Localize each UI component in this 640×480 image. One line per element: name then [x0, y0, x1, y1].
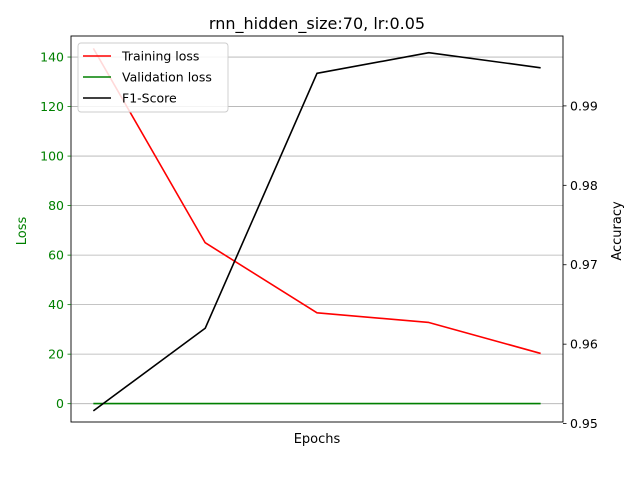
y-axis-right-label: Accuracy — [610, 201, 625, 261]
x-axis-label: Epochs — [294, 432, 341, 447]
ticks: 0 20 40 60 80 100 120 140 0.95 0.96 0.97 0.98 0.99 — [40, 50, 598, 432]
y-right-tick-label: 0.98 — [570, 178, 598, 193]
series-lines — [92, 47, 541, 412]
y-left-tick-label: 60 — [48, 248, 64, 263]
y-axis-left-label: Loss — [15, 217, 30, 246]
y-right-tick-label: 0.97 — [570, 257, 598, 272]
y-right-tick-label: 0.96 — [570, 337, 598, 352]
chart-title: rnn_hidden_size:70, lr:0.05 — [209, 14, 425, 34]
y-left-tick-label: 80 — [48, 198, 64, 213]
axes — [70, 35, 564, 423]
y-left-tick-label: 120 — [40, 99, 64, 114]
y-left-tick-label: 20 — [48, 347, 64, 362]
y-right-tick-label: 0.95 — [570, 416, 598, 431]
y-left-tick-label: 100 — [40, 149, 64, 164]
series-line-0 — [92, 47, 541, 355]
y-left-tick-label: 0 — [56, 396, 64, 411]
y-right-tick-label: 0.99 — [570, 98, 598, 113]
legend-entry: Training loss — [121, 49, 199, 64]
y-left-tick-label: 40 — [48, 297, 64, 312]
legend: Training loss Validation loss F1-Score — [77, 42, 229, 113]
plot-frame — [70, 35, 564, 423]
series-line-2 — [92, 51, 541, 412]
y-left-tick-label: 140 — [40, 50, 64, 65]
legend-box — [77, 42, 229, 113]
legend-entry: Validation loss — [122, 70, 212, 85]
legend-entry: F1-Score — [122, 91, 177, 106]
